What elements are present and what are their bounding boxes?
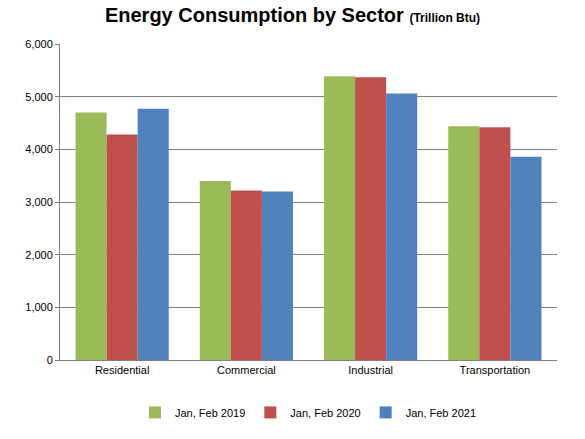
- svg-text:Energy Consumption by Sector (: Energy Consumption by Sector (Trillion B…: [105, 4, 480, 26]
- svg-text:4,000: 4,000: [25, 143, 53, 155]
- svg-text:1,000: 1,000: [25, 301, 53, 313]
- svg-text:Transportation: Transportation: [460, 364, 531, 376]
- svg-text:2,000: 2,000: [25, 249, 53, 261]
- svg-text:5,000: 5,000: [25, 91, 53, 103]
- svg-text:6,000: 6,000: [25, 38, 53, 50]
- svg-text:Industrial: Industrial: [348, 364, 393, 376]
- svg-text:Residential: Residential: [95, 364, 149, 376]
- svg-text:Commercial: Commercial: [217, 364, 276, 376]
- svg-text:0: 0: [47, 354, 53, 366]
- svg-text:Jan, Feb 2020: Jan, Feb 2020: [290, 407, 360, 419]
- svg-text:Jan, Feb 2021: Jan, Feb 2021: [406, 407, 476, 419]
- svg-text:Jan, Feb 2019: Jan, Feb 2019: [175, 407, 245, 419]
- svg-text:3,000: 3,000: [25, 196, 53, 208]
